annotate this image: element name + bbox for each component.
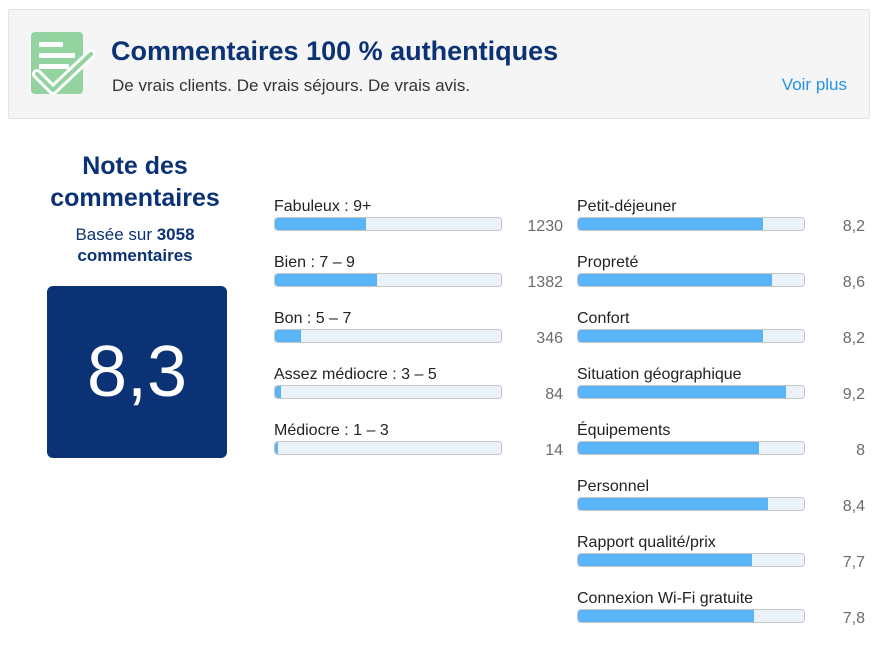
score-band-row: Bien : 7 – 9 1382 bbox=[274, 254, 563, 310]
banner-subtitle: De vrais clients. De vrais séjours. De v… bbox=[112, 76, 471, 95]
category-label: Petit-déjeuner bbox=[577, 198, 677, 215]
category-bar-fill bbox=[578, 554, 753, 566]
category-row: Rapport qualité/prix 7,7 bbox=[577, 534, 865, 590]
score-band-row: Assez médiocre : 3 – 5 84 bbox=[274, 366, 563, 422]
category-label: Personnel bbox=[577, 478, 650, 495]
category-bar bbox=[577, 273, 805, 287]
category-bar-fill bbox=[578, 386, 786, 398]
category-bar bbox=[577, 217, 805, 231]
category-value: 8,2 bbox=[842, 330, 865, 347]
category-bar-fill bbox=[578, 218, 764, 230]
score-band-row: Bon : 5 – 7 346 bbox=[274, 310, 563, 366]
see-more-link[interactable]: Voir plus bbox=[781, 75, 847, 94]
authentic-reviews-banner: Commentaires 100 % authentiques De vrais… bbox=[8, 9, 870, 119]
category-label: Propreté bbox=[577, 254, 639, 271]
category-bar bbox=[577, 441, 805, 455]
category-value: 7,7 bbox=[842, 554, 865, 571]
score-band-value: 1382 bbox=[527, 274, 563, 291]
category-row: Personnel 8,4 bbox=[577, 478, 865, 534]
category-label: Rapport qualité/prix bbox=[577, 534, 716, 551]
score-band-bar-fill bbox=[275, 386, 282, 398]
category-value: 8,6 bbox=[842, 274, 865, 291]
score-band-bar-fill bbox=[275, 274, 378, 286]
review-count: 3058 bbox=[156, 225, 195, 244]
category-label: Confort bbox=[577, 310, 630, 327]
category-row: Situation géographique 9,2 bbox=[577, 366, 865, 422]
score-band-label: Médiocre : 1 – 3 bbox=[274, 422, 389, 439]
category-bar bbox=[577, 497, 805, 511]
score-band-bar bbox=[274, 329, 502, 343]
category-label: Situation géographique bbox=[577, 366, 742, 383]
score-band-bar bbox=[274, 217, 502, 231]
category-bar-fill bbox=[578, 330, 764, 342]
category-row: Confort 8,2 bbox=[577, 310, 865, 366]
category-bar bbox=[577, 329, 805, 343]
review-score-heading: Note des commentaires bbox=[50, 152, 220, 212]
score-band-value: 84 bbox=[545, 386, 563, 403]
category-bar-fill bbox=[578, 610, 755, 622]
checklist-icon bbox=[31, 32, 95, 95]
review-score-summary: Note des commentaires Basée sur 3058 com… bbox=[30, 150, 240, 458]
category-bar-fill bbox=[578, 274, 773, 286]
score-band-label: Fabuleux : 9+ bbox=[274, 198, 372, 215]
score-band-value: 1230 bbox=[527, 218, 563, 235]
category-value: 8 bbox=[856, 442, 865, 459]
category-value: 7,8 bbox=[842, 610, 865, 627]
score-band-bar-fill bbox=[275, 218, 366, 230]
score-band-label: Bien : 7 – 9 bbox=[274, 254, 355, 271]
category-bar bbox=[577, 609, 805, 623]
review-count-suffix: commentaires bbox=[77, 246, 193, 265]
category-bar bbox=[577, 385, 805, 399]
category-label: Connexion Wi-Fi gratuite bbox=[577, 590, 754, 607]
score-band-bar bbox=[274, 385, 502, 399]
category-bar-fill bbox=[578, 442, 759, 454]
banner-title: Commentaires 100 % authentiques bbox=[111, 36, 559, 66]
category-row: Équipements 8 bbox=[577, 422, 865, 478]
category-value: 9,2 bbox=[842, 386, 865, 403]
category-row: Propreté 8,6 bbox=[577, 254, 865, 310]
category-bar-fill bbox=[578, 498, 768, 510]
category-row: Connexion Wi-Fi gratuite 7,8 bbox=[577, 590, 865, 646]
score-band-value: 14 bbox=[545, 442, 563, 459]
score-band-value: 346 bbox=[536, 330, 563, 347]
overall-score-badge: 8,3 bbox=[47, 286, 227, 458]
category-value: 8,4 bbox=[842, 498, 865, 515]
review-count-text: Basée sur 3058 commentaires bbox=[30, 224, 240, 266]
score-band-bar bbox=[274, 273, 502, 287]
category-value: 8,2 bbox=[842, 218, 865, 235]
score-band-row: Médiocre : 1 – 3 14 bbox=[274, 422, 563, 478]
score-band-row: Fabuleux : 9+ 1230 bbox=[274, 198, 563, 254]
category-row: Petit-déjeuner 8,2 bbox=[577, 198, 865, 254]
category-label: Équipements bbox=[577, 422, 671, 439]
review-count-prefix: Basée sur bbox=[75, 225, 157, 244]
score-band-label: Assez médiocre : 3 – 5 bbox=[274, 366, 437, 383]
score-band-bar-fill bbox=[275, 442, 279, 454]
score-band-bar bbox=[274, 441, 502, 455]
score-band-bar-fill bbox=[275, 330, 301, 342]
category-bar bbox=[577, 553, 805, 567]
score-band-label: Bon : 5 – 7 bbox=[274, 310, 352, 327]
